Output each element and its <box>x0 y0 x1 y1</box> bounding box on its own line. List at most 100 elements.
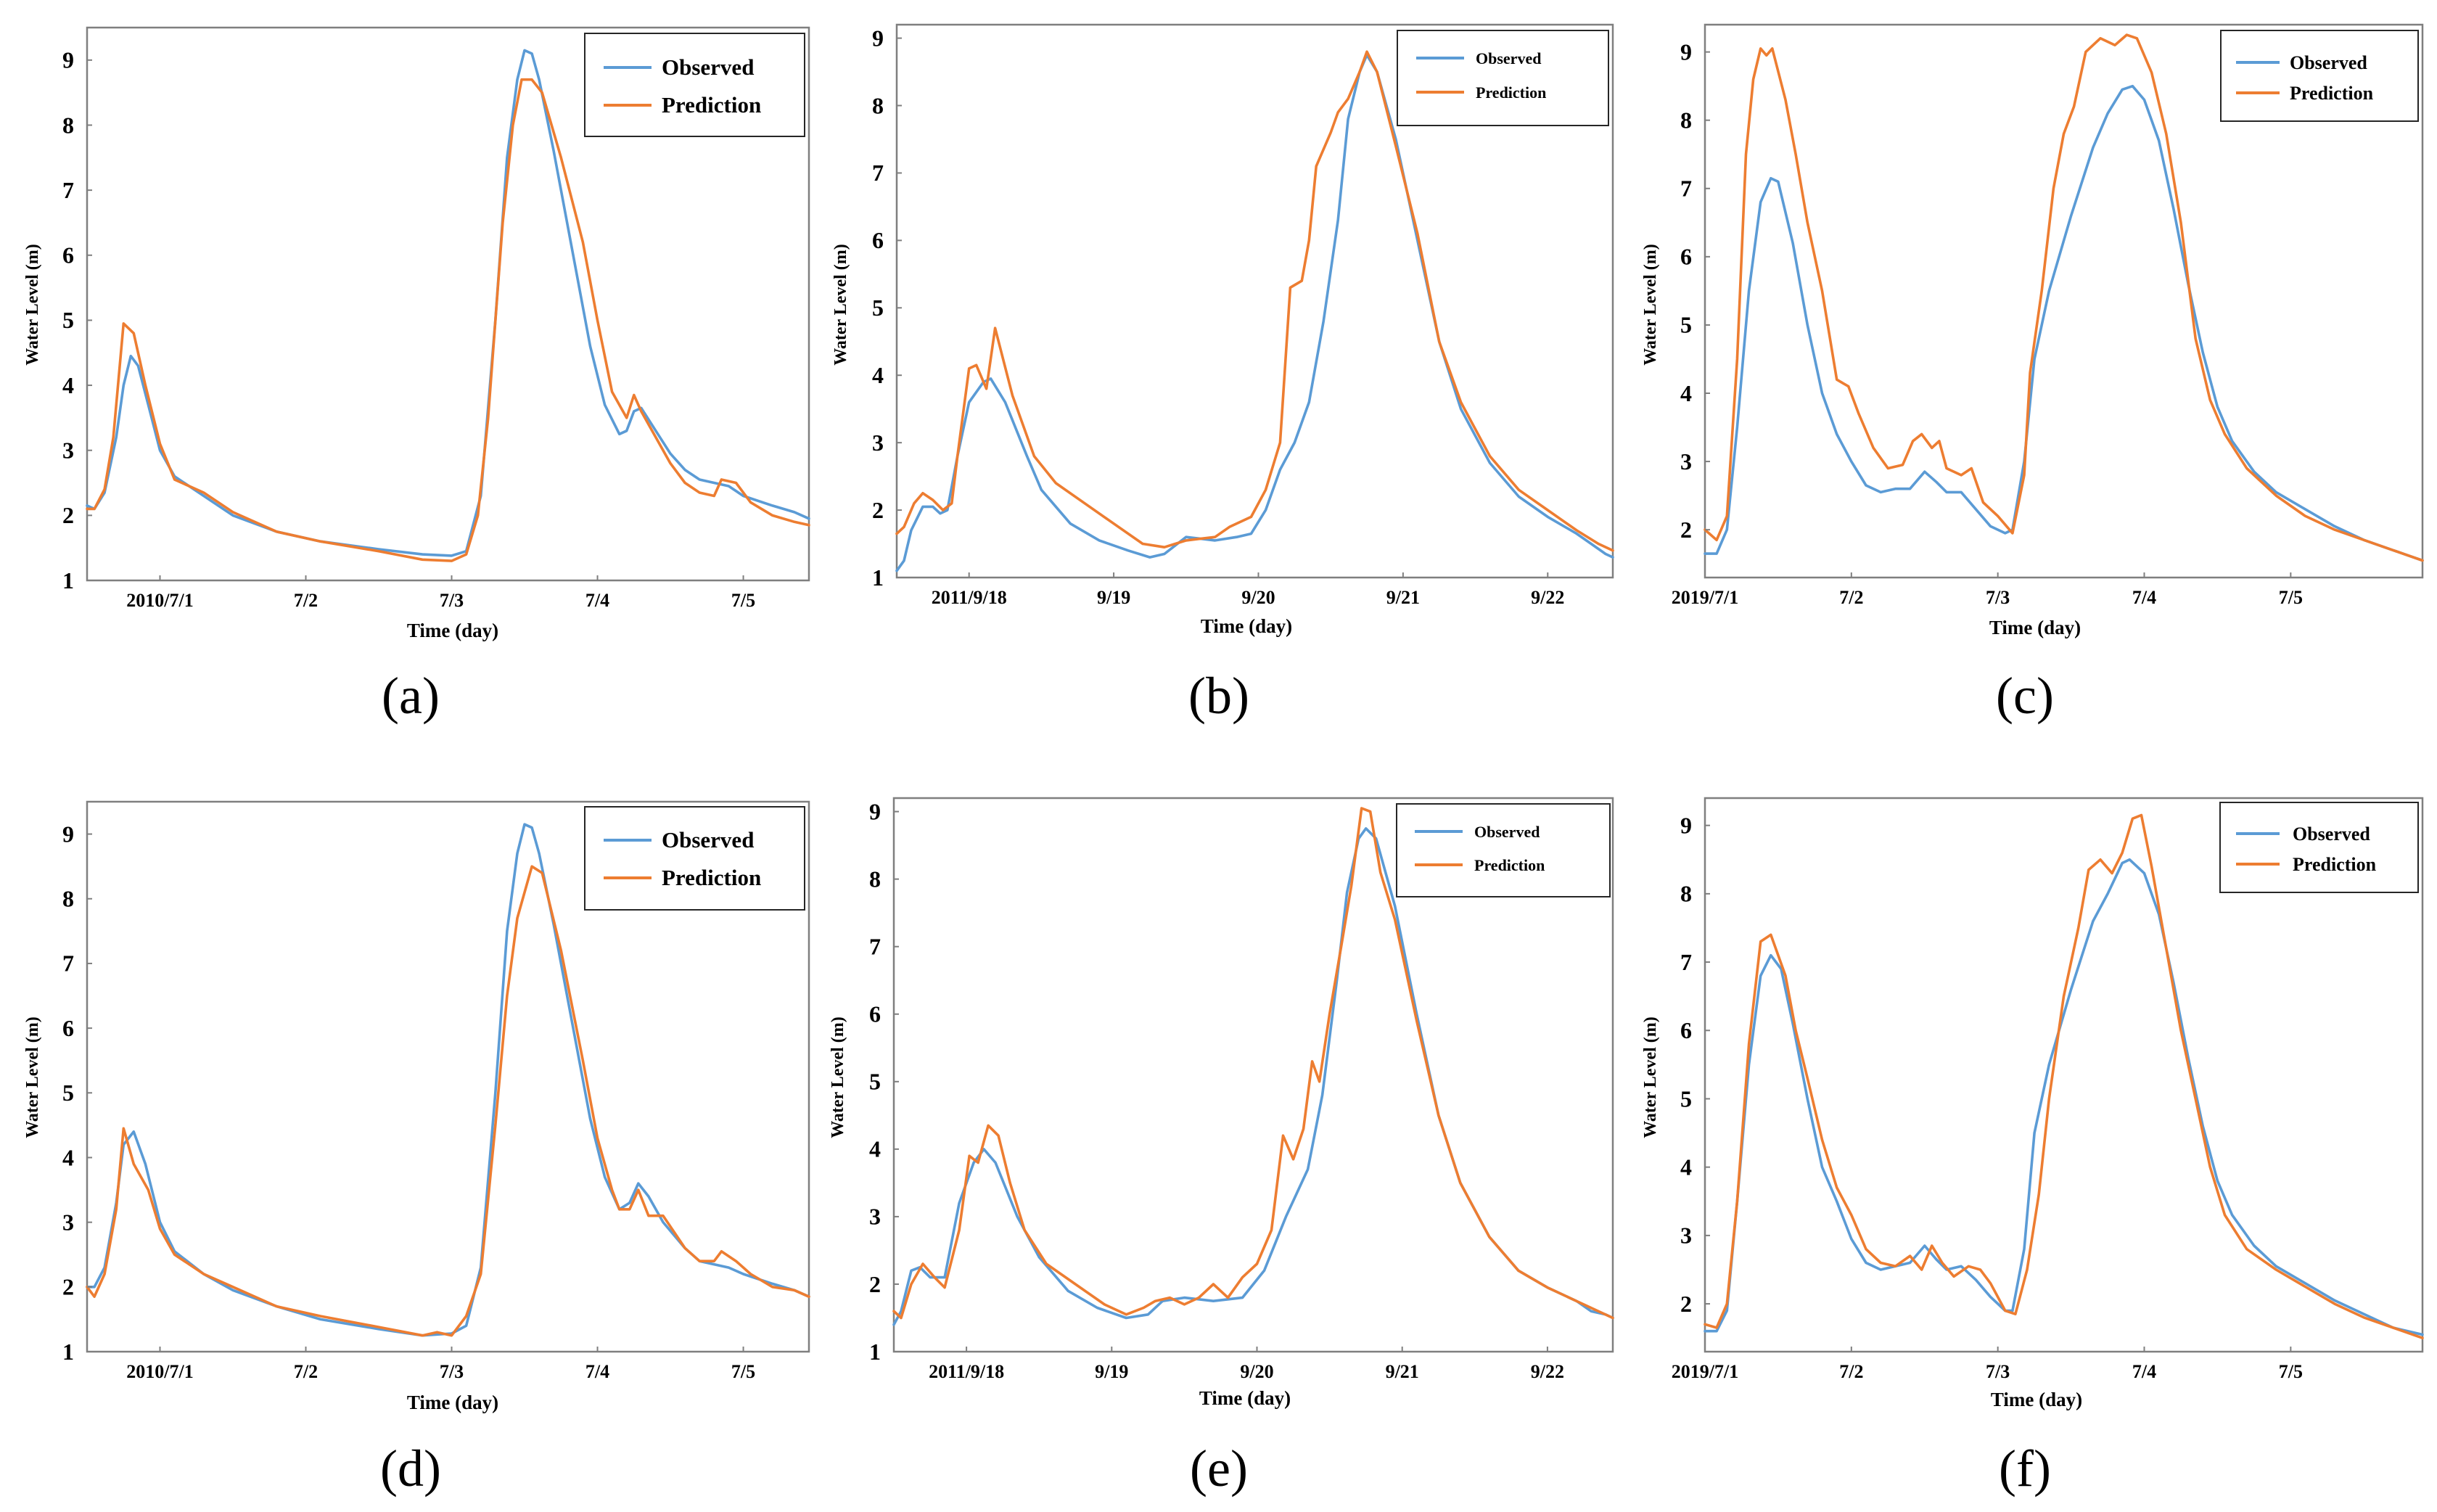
y-tick-label: 3 <box>62 437 74 464</box>
plot-frame <box>1704 797 2424 1353</box>
x-tick-label: 7/4 <box>585 590 609 611</box>
y-tick-label: 9 <box>62 47 74 73</box>
y-tick-label: 4 <box>62 1144 74 1170</box>
x-axis-title: Time (day) <box>407 1392 498 1413</box>
plot-frame <box>86 26 810 582</box>
y-tick-label: 2 <box>872 497 884 523</box>
panel-e: 1 2 3 4 5 6 7 8 9 2011/9/18 9/19 9/20 9/21 9/22 Time … <box>829 797 1614 1497</box>
y-tick-label: 7 <box>62 177 74 203</box>
x-tick-label: 7/5 <box>731 590 755 611</box>
ticks-layer: 1 2 3 4 5 6 7 8 9 2011/9/18 9/19 9/20 9/21 9/22 <box>869 798 1564 1382</box>
x-tick-label: 7/2 <box>294 1361 318 1382</box>
y-tick-label: 5 <box>62 1080 74 1106</box>
y-tick-label: 2 <box>1680 517 1692 543</box>
plot-frame <box>895 23 1614 579</box>
y-tick-label: 9 <box>1680 812 1692 838</box>
plot-frame <box>892 797 1614 1353</box>
x-tick-label: 7/4 <box>2132 1361 2156 1382</box>
x-axis-title: Time (day) <box>1991 1389 2082 1410</box>
series-line-prediction <box>895 50 1614 552</box>
series-line-prediction <box>1704 33 2424 562</box>
y-tick-label: 6 <box>869 1001 881 1027</box>
y-tick-label: 3 <box>62 1209 74 1235</box>
x-tick-label: 2019/7/1 <box>1672 587 1738 608</box>
legend-label-prediction: Prediction <box>1474 856 1545 874</box>
ticks-layer: 1 2 3 4 5 6 7 8 9 2010/7/1 7/2 7/3 7/4 7/5 <box>62 47 755 611</box>
y-tick-label: 9 <box>62 821 74 847</box>
panel-d: 1 2 3 4 5 6 7 8 9 2010/7/1 7/2 7/3 7/4 7/5 Time (day)… <box>23 800 810 1497</box>
y-tick-label: 2 <box>869 1271 881 1297</box>
x-tick-label: 7/5 <box>2279 587 2303 608</box>
y-tick-label: 4 <box>62 372 74 398</box>
series-line-prediction <box>86 78 810 562</box>
y-tick-label: 7 <box>872 160 884 186</box>
legend: Observed Prediction <box>584 33 805 137</box>
series-line-observed <box>1704 84 2424 562</box>
y-tick-label: 9 <box>872 25 884 51</box>
panel-a: 1 2 3 4 5 6 7 8 9 2010/7/1 7/2 7/3 7/4 7/5 Time (day)… <box>23 26 810 725</box>
x-tick-label: 7/3 <box>1986 587 2010 608</box>
x-tick-label: 9/20 <box>1240 1361 1273 1382</box>
series-layer <box>86 49 810 562</box>
y-tick-label: 7 <box>62 950 74 977</box>
x-tick-label: 7/3 <box>440 590 464 611</box>
y-tick-label: 5 <box>62 307 74 333</box>
y-tick-label: 8 <box>62 112 74 138</box>
series-layer <box>892 807 1614 1326</box>
y-tick-label: 2 <box>1680 1291 1692 1317</box>
panel-label: (f) <box>1999 1439 2051 1497</box>
x-tick-label: 7/4 <box>585 1361 609 1382</box>
series-line-observed <box>892 827 1614 1326</box>
legend-label-prediction: Prediction <box>662 865 761 890</box>
y-tick-label: 5 <box>869 1069 881 1095</box>
x-axis-title: Time (day) <box>407 620 498 641</box>
x-axis-title: Time (day) <box>1201 615 1292 637</box>
series-line-prediction <box>1704 813 2424 1339</box>
ticks-layer: 2 3 4 5 6 7 8 9 2019/7/1 7/2 7/3 7/4 7/5 <box>1672 812 2303 1382</box>
x-tick-label: 2011/9/18 <box>932 587 1007 608</box>
series-line-observed <box>86 49 810 557</box>
legend: Observed Prediction <box>2219 802 2419 893</box>
ticks-layer: 1 2 3 4 5 6 7 8 9 2011/9/18 9/19 9/20 9/21 9/22 <box>872 25 1564 608</box>
y-tick-label: 3 <box>1680 448 1692 474</box>
x-tick-label: 9/19 <box>1097 587 1130 608</box>
legend-label-observed: Observed <box>2293 823 2370 845</box>
y-tick-label: 8 <box>872 92 884 118</box>
y-tick-label: 6 <box>62 1015 74 1041</box>
x-axis-title: Time (day) <box>1989 617 2081 638</box>
y-tick-label: 8 <box>1680 881 1692 907</box>
x-tick-label: 7/5 <box>2279 1361 2303 1382</box>
x-tick-label: 9/22 <box>1531 587 1564 608</box>
x-tick-label: 7/3 <box>1986 1361 2010 1382</box>
x-tick-label: 9/21 <box>1386 587 1420 608</box>
y-tick-label: 1 <box>62 567 74 593</box>
panel-label: (c) <box>1996 667 2054 725</box>
legend-label-prediction: Prediction <box>2293 854 2377 875</box>
x-tick-label: 7/4 <box>2132 587 2156 608</box>
x-tick-label: 7/2 <box>294 590 318 611</box>
y-axis-title: Water Level (m) <box>1641 244 1660 366</box>
y-tick-label: 5 <box>1680 1085 1692 1112</box>
y-tick-label: 8 <box>1680 107 1692 133</box>
panel-b: 1 2 3 4 5 6 7 8 9 2011/9/18 9/19 9/20 9/21 9/22 Time … <box>831 23 1614 725</box>
legend-label-observed: Observed <box>2290 52 2367 73</box>
x-tick-label: 2019/7/1 <box>1672 1361 1738 1382</box>
legend-label-prediction: Prediction <box>2290 83 2374 104</box>
y-tick-label: 1 <box>872 564 884 591</box>
panel-label: (a) <box>382 667 440 725</box>
y-tick-label: 7 <box>869 934 881 960</box>
legend: Observed Prediction <box>1397 30 1609 126</box>
legend-box <box>1397 30 1609 126</box>
y-tick-label: 6 <box>872 227 884 253</box>
y-axis-title: Water Level (m) <box>829 1016 847 1138</box>
panel-label: (e) <box>1190 1439 1248 1497</box>
legend-box <box>2220 30 2419 122</box>
panel-label: (b) <box>1188 667 1249 725</box>
y-tick-label: 4 <box>1680 380 1692 406</box>
y-tick-label: 2 <box>62 502 74 528</box>
y-tick-label: 6 <box>62 242 74 268</box>
y-tick-label: 4 <box>1680 1154 1692 1180</box>
y-tick-label: 7 <box>1680 949 1692 975</box>
y-tick-label: 8 <box>62 886 74 912</box>
